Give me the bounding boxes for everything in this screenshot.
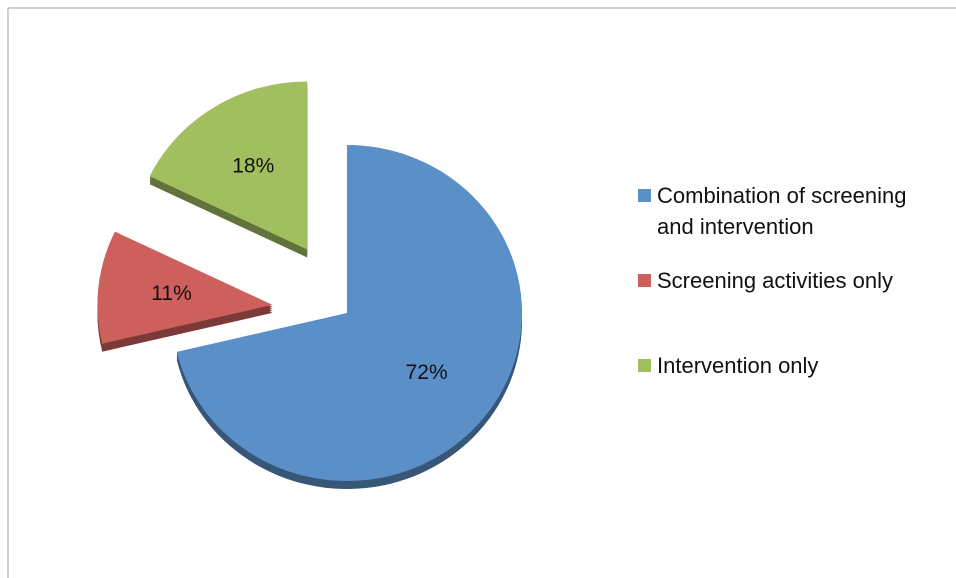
data-label: 11% (151, 282, 191, 305)
legend-swatch (638, 189, 651, 202)
data-label: 18% (232, 154, 274, 177)
legend-swatch (638, 274, 651, 287)
slice (176, 145, 522, 482)
slice (97, 231, 273, 344)
legend-swatch (638, 359, 651, 372)
legend-item: Screening activities only (638, 265, 938, 296)
legend-item: Intervention only (638, 350, 938, 381)
legend-label: Screening activities only (657, 268, 894, 293)
legend-item: Combination of screening and interventio… (638, 180, 938, 242)
slice (149, 81, 308, 250)
legend: Combination of screening and interventio… (638, 180, 938, 404)
data-label: 72% (406, 361, 448, 384)
legend-label: Intervention only (657, 353, 819, 378)
legend-label: Combination of screening and interventio… (657, 183, 907, 239)
frame (7, 7, 956, 578)
